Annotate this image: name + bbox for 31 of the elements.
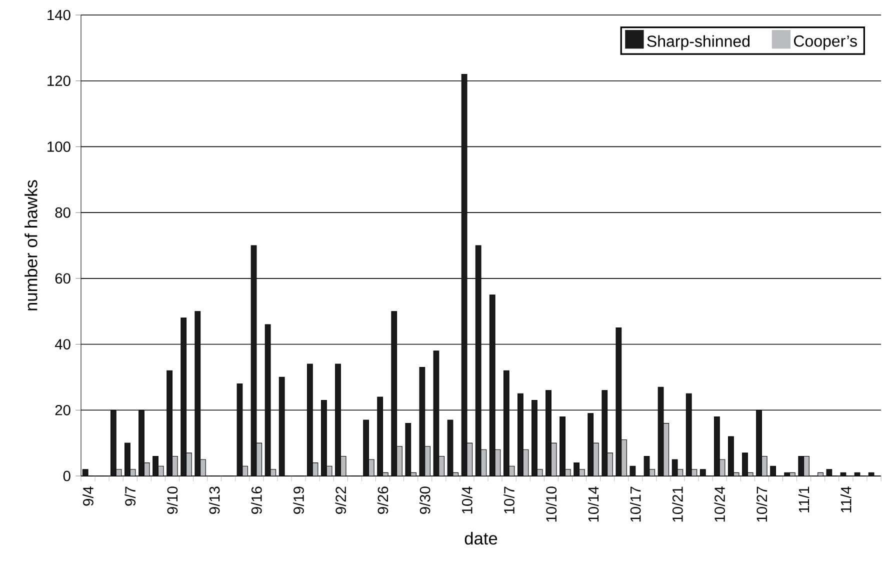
legend-label: Cooper’s [794,35,857,50]
x-tick-label: 9/4 [82,486,94,506]
x-tick-label: 10/14 [588,486,599,522]
x-tick-label: 10/7 [504,486,514,514]
y-tick-label: 140 [48,10,70,20]
x-tick-label: 9/30 [419,486,430,514]
x-tick-label: 9/26 [377,486,388,514]
x-tick-label: 9/7 [124,486,136,506]
x-tick-label: 9/10 [166,486,178,514]
x-tick-label: 10/27 [756,486,768,522]
x-tick-label: 10/10 [546,486,557,522]
x-tick-label: 9/13 [208,486,220,514]
x-tick-label: 10/4 [462,486,472,514]
legend-label: Sharp-shinned [647,35,750,50]
x-tick-label: 11/1 [798,486,810,512]
y-tick-label: 0 [63,470,70,482]
y-tick-label: 40 [54,339,70,350]
x-tick-label: 9/19 [293,486,304,514]
y-tick-label: 60 [55,273,70,284]
x-axis-title: date [464,532,498,545]
x-tick-label: 10/21 [672,486,683,522]
y-tick-label: 80 [55,207,70,218]
x-tick-label: 11/4 [840,486,852,512]
y-axis-title: number of hawks [24,180,38,310]
y-tick-label: 120 [48,76,70,86]
y-tick-label: 100 [48,142,70,152]
x-tick-label: 9/22 [335,486,346,514]
y-tick-label: 20 [55,404,70,416]
x-tick-label: 9/16 [251,486,262,514]
x-tick-label: 10/17 [630,486,641,522]
x-tick-label: 10/24 [714,486,725,522]
